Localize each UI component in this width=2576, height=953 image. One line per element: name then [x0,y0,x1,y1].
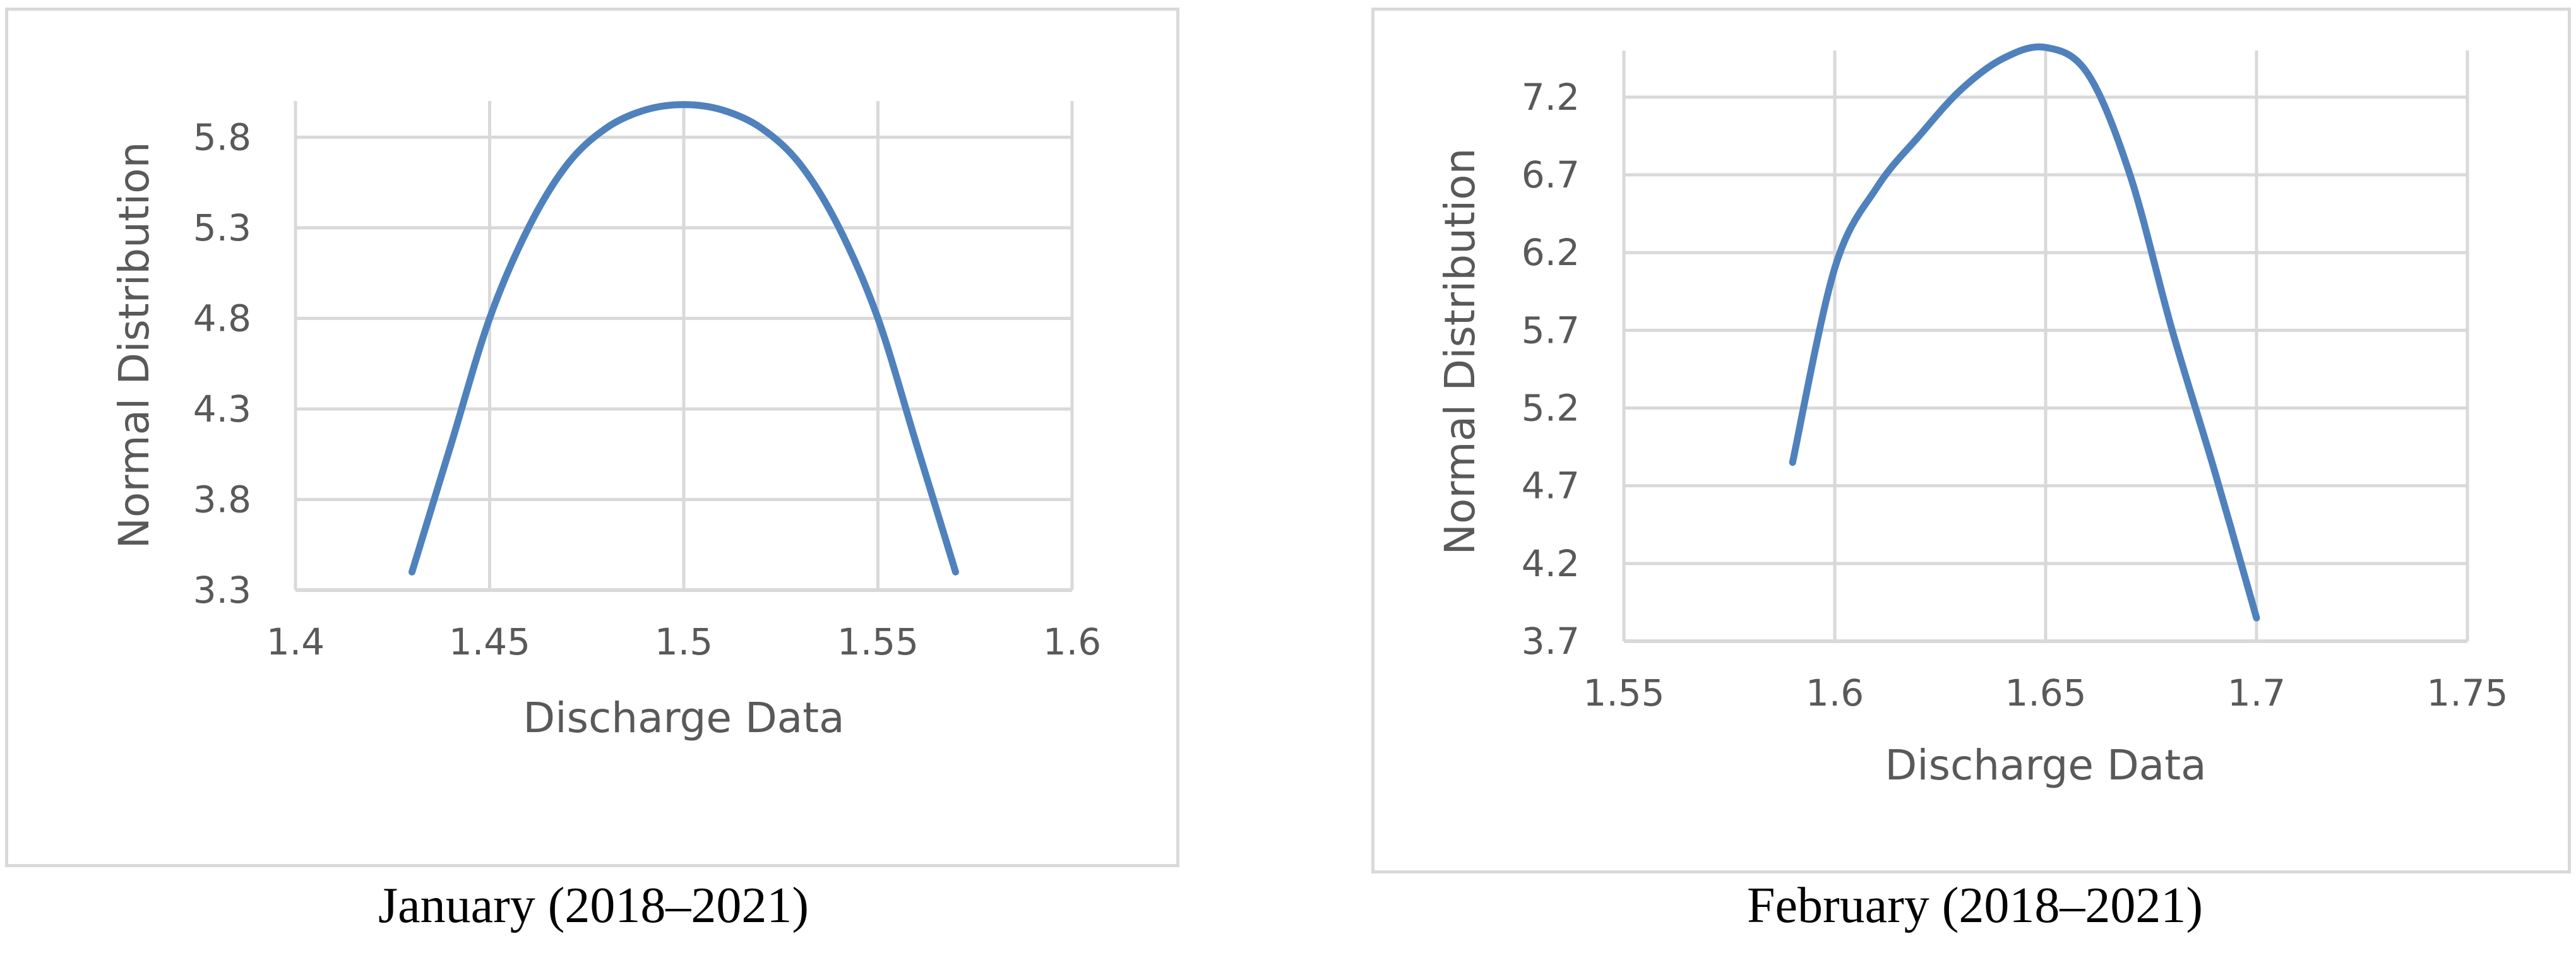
x-tick-label: 1.4 [266,620,325,663]
caption-february: February (2018–2021) [1746,878,2203,933]
y-tick-label: 5.7 [1522,309,1580,352]
y-tick-label: 7.2 [1522,76,1580,119]
y-tick-label: 3.3 [193,569,251,612]
y-axis-title: Normal Distribution [110,142,158,549]
y-tick-label: 4.3 [193,388,251,430]
y-tick-label: 6.2 [1522,231,1580,274]
x-axis-title: Discharge Data [1885,741,2206,790]
x-tick-label: 1.75 [2426,672,2508,714]
x-tick-label: 1.55 [837,620,919,663]
y-tick-label: 5.3 [193,206,251,249]
y-tick-label: 3.7 [1522,620,1580,663]
y-tick-label: 6.7 [1522,153,1580,196]
y-tick-label: 4.2 [1522,542,1580,585]
y-tick-label: 4.7 [1522,465,1580,507]
x-tick-label: 1.7 [2227,672,2286,714]
x-tick-label: 1.6 [1806,672,1864,714]
chart-1-plot: 1.55 1.6 1.65 1.7 1.75 3.7 4.2 4.7 5.2 5.7 6.2 6.7 7… [1436,43,2508,790]
y-tick-label: 4.8 [193,297,251,340]
y-tick-label: 5.2 [1522,387,1580,430]
series-line [1789,43,2260,622]
chart-0-plot: 1.4 1.45 1.5 1.55 1.6 3.3 3.8 4.3 4.8 5.3 5.8 Disch… [110,101,1101,742]
series-line [408,101,959,576]
x-tick-label: 1.45 [449,620,530,663]
x-tick-label: 1.55 [1583,672,1664,714]
chart-panel-february [1371,8,2571,873]
y-axis-title: Normal Distribution [1436,148,1484,555]
x-tick-label: 1.6 [1043,620,1101,663]
y-tick-label: 3.8 [193,478,251,521]
x-tick-label: 1.65 [2005,672,2086,714]
caption-january: January (2018–2021) [378,878,809,933]
x-axis-title: Discharge Data [523,694,844,742]
chart-panel-january [5,8,1179,867]
x-tick-label: 1.5 [655,620,713,663]
y-tick-label: 5.8 [193,115,251,158]
